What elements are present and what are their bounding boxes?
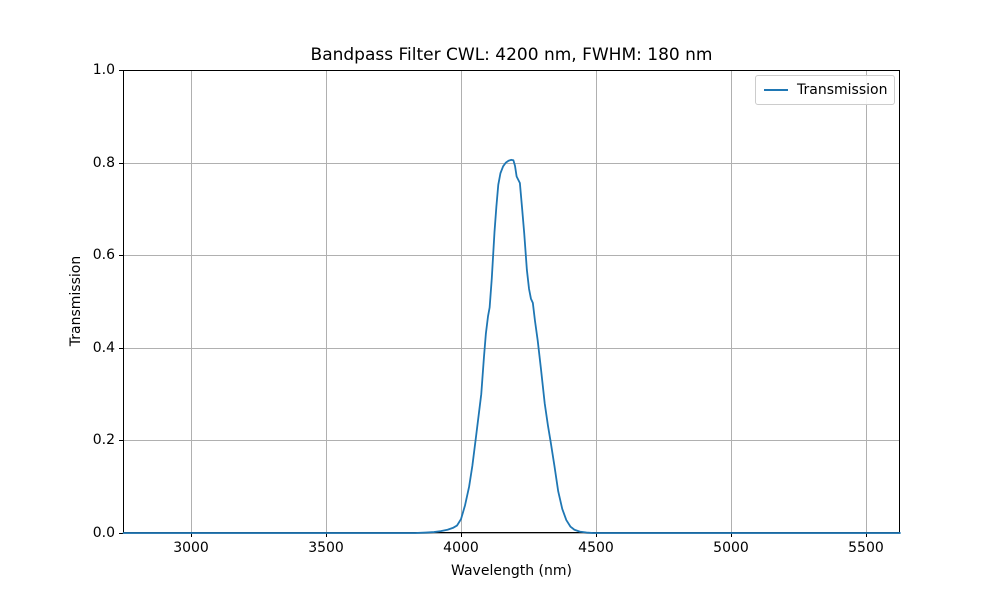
x-tick-label: 4000 — [443, 540, 479, 556]
x-tick-label: 5500 — [848, 540, 884, 556]
axes-spines — [123, 70, 900, 533]
legend: Transmission — [755, 75, 895, 105]
x-tick-label: 4500 — [578, 540, 614, 556]
y-axis-label: Transmission — [68, 255, 84, 347]
legend-line-swatch — [764, 89, 788, 91]
y-tick-label: 0.8 — [92, 154, 115, 171]
x-tick-label: 3500 — [308, 540, 344, 556]
legend-label: Transmission — [797, 82, 888, 98]
y-tick-label: 0.4 — [92, 339, 115, 356]
y-tick-label: 0.6 — [92, 247, 115, 264]
y-tick-label: 0.2 — [92, 432, 115, 449]
y-tick-label: 1.0 — [92, 62, 115, 78]
x-tick-label: 5000 — [713, 540, 749, 556]
x-axis-label: Wavelength (nm) — [451, 563, 572, 579]
x-tick-label: 3000 — [173, 540, 209, 556]
y-tick-label: 0.0 — [92, 525, 115, 541]
transmission-curve — [122, 158, 901, 534]
chart-title: Bandpass Filter CWL: 4200 nm, FWHM: 180 … — [310, 45, 713, 65]
legend-item: Transmission — [756, 82, 894, 98]
